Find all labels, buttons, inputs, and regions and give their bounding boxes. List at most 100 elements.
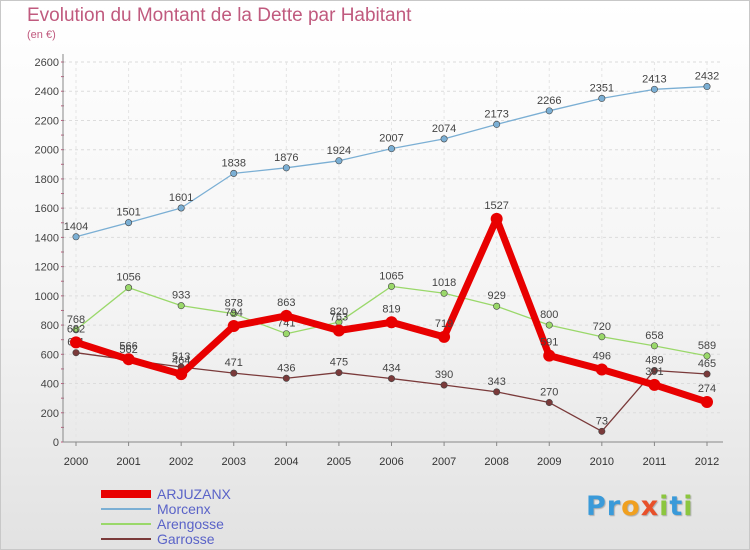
data-label: 343 — [487, 376, 505, 388]
data-label: 471 — [225, 357, 243, 369]
y-tick-label: 600 — [41, 349, 59, 361]
data-label: 763 — [330, 311, 348, 323]
y-tick-label: 2600 — [35, 57, 59, 69]
data-label: 682 — [67, 323, 85, 335]
data-label: 2351 — [590, 82, 614, 94]
x-tick-label: 2011 — [643, 456, 667, 468]
data-point — [385, 316, 398, 329]
y-tick-label: 1600 — [35, 203, 59, 215]
data-label: 1501 — [116, 207, 140, 219]
x-tick-label: 2012 — [695, 456, 719, 468]
data-point — [440, 135, 448, 143]
data-point — [703, 352, 711, 360]
y-tick-label: 200 — [41, 408, 59, 420]
data-point — [703, 370, 711, 378]
y-tick-label: 0 — [53, 437, 59, 449]
data-label: 591 — [540, 337, 558, 349]
y-tick-label: 2200 — [35, 115, 59, 127]
data-point — [72, 349, 80, 357]
data-point — [282, 330, 290, 338]
data-label: 720 — [593, 321, 611, 333]
data-label: 464 — [172, 355, 190, 367]
y-tick-label: 1400 — [35, 232, 59, 244]
data-point — [595, 363, 608, 376]
data-point — [703, 83, 711, 91]
data-point — [440, 289, 448, 297]
data-label: 73 — [596, 415, 608, 427]
data-point — [230, 310, 238, 318]
data-point — [543, 349, 556, 362]
data-point — [70, 336, 82, 349]
data-point — [387, 282, 395, 290]
y-tick-label: 1200 — [35, 262, 59, 274]
x-tick-label: 2007 — [432, 456, 456, 468]
data-label: 1924 — [327, 145, 351, 157]
data-label: 2266 — [537, 95, 561, 107]
data-point — [177, 302, 185, 310]
x-tick-label: 2004 — [274, 456, 298, 468]
data-point — [282, 164, 290, 172]
data-label: 768 — [67, 314, 85, 326]
data-label: 274 — [698, 383, 716, 395]
data-point — [598, 333, 606, 341]
x-tick-label: 2003 — [222, 456, 246, 468]
data-label: 863 — [277, 297, 295, 309]
data-label: 562 — [119, 344, 137, 356]
x-tick-label: 2008 — [484, 456, 508, 468]
data-label: 1876 — [274, 152, 298, 164]
data-label: 2432 — [695, 71, 719, 83]
logo-letter: i — [683, 491, 694, 522]
data-label: 566 — [119, 340, 137, 352]
logo-letter: r — [606, 491, 622, 522]
data-point — [230, 169, 238, 177]
y-tick-label: 1800 — [35, 174, 59, 186]
data-label: 436 — [277, 362, 295, 374]
data-label: 270 — [540, 387, 558, 399]
x-tick-label: 2009 — [537, 456, 561, 468]
data-label: 878 — [225, 298, 243, 310]
data-point — [701, 395, 713, 408]
data-point — [438, 330, 451, 343]
data-point — [230, 369, 238, 377]
x-tick-label: 2001 — [116, 456, 140, 468]
data-point — [282, 374, 290, 382]
data-point — [387, 375, 395, 383]
data-point — [280, 309, 293, 322]
data-point — [545, 107, 553, 115]
data-label: 658 — [645, 330, 663, 342]
data-point — [650, 85, 658, 93]
data-point — [227, 319, 240, 332]
data-point — [175, 368, 188, 381]
data-label: 2413 — [642, 73, 666, 85]
y-tick-label: 400 — [41, 379, 59, 391]
data-point — [545, 399, 553, 407]
data-label: 589 — [698, 340, 716, 352]
y-tick-label: 2400 — [35, 86, 59, 98]
data-label: 933 — [172, 290, 190, 302]
logo-letter: P — [586, 491, 607, 522]
logo-letter: t — [669, 491, 684, 522]
logo-letter: o — [621, 491, 641, 522]
data-point — [598, 94, 606, 102]
data-label: 496 — [593, 351, 611, 363]
data-label: 1065 — [379, 270, 403, 282]
data-point — [490, 212, 503, 225]
data-label: 513 — [172, 351, 190, 363]
data-label: 719 — [435, 318, 453, 330]
data-label: 1601 — [169, 192, 193, 204]
data-label: 1404 — [64, 221, 88, 233]
data-point — [177, 204, 185, 212]
data-label: 391 — [645, 366, 663, 378]
legend-label: ARJUZANX — [157, 486, 232, 502]
data-label: 2074 — [432, 123, 456, 135]
y-tick-label: 1000 — [35, 291, 59, 303]
data-label: 1527 — [484, 200, 508, 212]
data-point — [650, 342, 658, 350]
data-point — [387, 145, 395, 153]
data-label: 465 — [698, 358, 716, 370]
legend-label: Garrosse — [157, 531, 215, 547]
data-label: 475 — [330, 357, 348, 369]
data-point — [598, 427, 606, 435]
data-label: 2007 — [379, 133, 403, 145]
